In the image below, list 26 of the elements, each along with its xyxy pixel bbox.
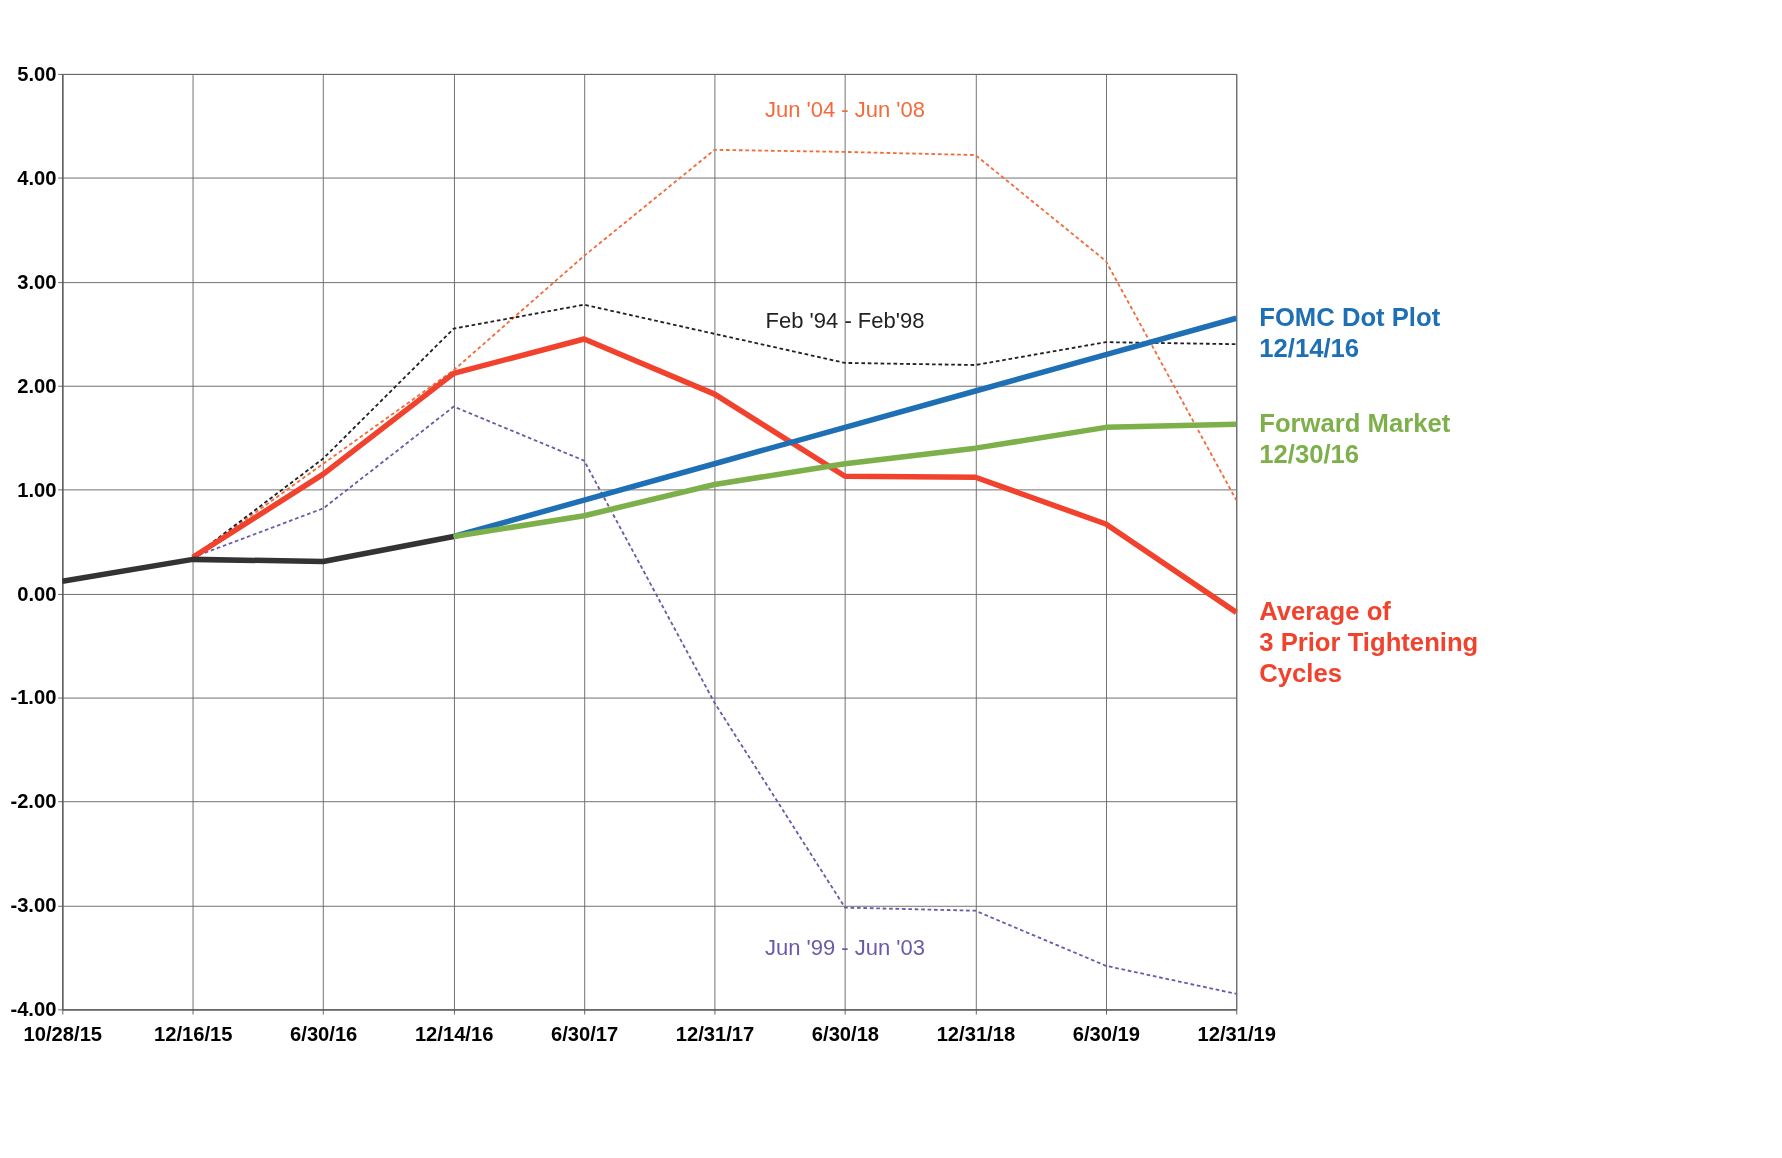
x-tick-label: 12/16/15 xyxy=(154,1023,233,1046)
series-label: Jun '04 - Jun '08 xyxy=(764,97,926,123)
y-tick-label: 0.00 xyxy=(17,582,57,605)
y-tick-label: 2.00 xyxy=(17,374,57,397)
y-tick-label: -2.00 xyxy=(10,790,57,813)
x-tick-label: 12/31/18 xyxy=(936,1023,1016,1046)
y-tick-label: -1.00 xyxy=(10,686,57,709)
series-label: Feb '94 - Feb'98 xyxy=(765,308,925,334)
y-tick-label: 3.00 xyxy=(17,270,57,293)
x-tick-label: 12/14/16 xyxy=(414,1023,494,1046)
series-label: Average of 3 Prior Tightening Cycles xyxy=(1259,596,1479,688)
y-tick-label: 5.00 xyxy=(17,62,57,85)
series-label: Forward Market 12/30/16 xyxy=(1259,408,1451,468)
x-tick-label: 10/28/15 xyxy=(23,1023,103,1046)
y-tick-label: 4.00 xyxy=(17,166,57,189)
x-tick-label: 6/30/16 xyxy=(290,1023,358,1046)
y-tick-label: 1.00 xyxy=(17,478,57,501)
y-tick-label: -4.00 xyxy=(10,998,57,1021)
series-label: FOMC Dot Plot 12/14/16 xyxy=(1259,302,1441,362)
series-label: Jun '99 - Jun '03 xyxy=(764,935,926,961)
y-tick-label: -3.00 xyxy=(10,894,57,917)
x-tick-label: 6/30/19 xyxy=(1072,1023,1140,1046)
x-tick-label: 12/31/19 xyxy=(1197,1023,1276,1046)
x-tick-label: 6/30/17 xyxy=(550,1023,619,1046)
x-tick-label: 12/31/17 xyxy=(675,1023,755,1046)
x-tick-label: 6/30/18 xyxy=(811,1023,880,1046)
